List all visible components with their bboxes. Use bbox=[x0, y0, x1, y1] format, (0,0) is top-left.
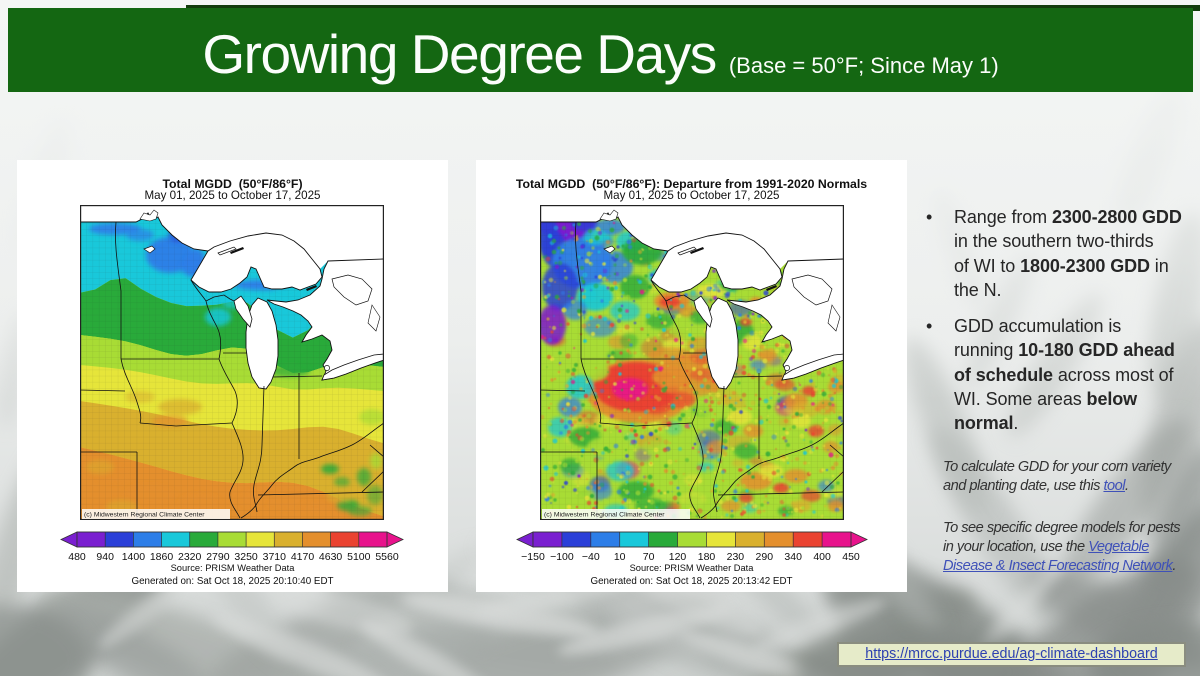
svg-text:(c) Midwestern Regional Climat: (c) Midwestern Regional Climate Center bbox=[544, 511, 665, 518]
svg-text:(c) Midwestern Regional Climat: (c) Midwestern Regional Climate Center bbox=[84, 511, 205, 518]
